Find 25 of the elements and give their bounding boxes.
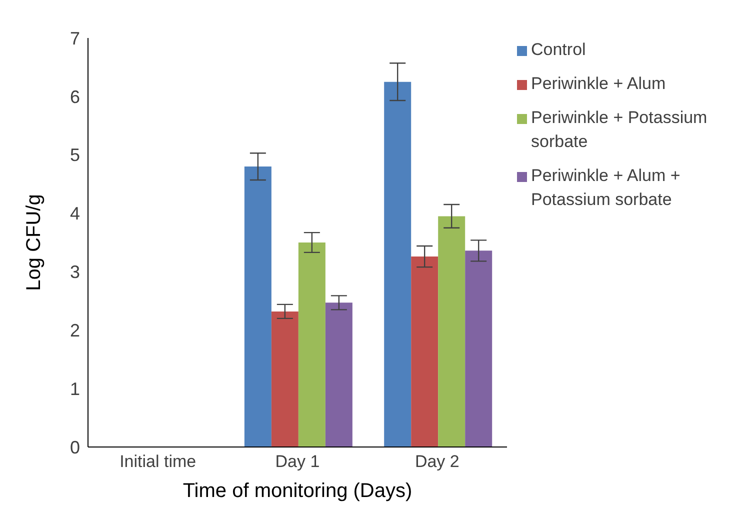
y-tick-label: 6 (70, 86, 80, 107)
x-tick-label: Day 1 (275, 452, 320, 472)
y-tick-label: 1 (70, 378, 80, 399)
y-axis-title: Log CFU/g (23, 194, 46, 291)
x-tick-label: Initial time (120, 452, 196, 472)
legend-label: Control (531, 39, 587, 61)
y-tick-label: 0 (70, 437, 80, 458)
legend-label: Periwinkle + Alum + Potassium sorbate (531, 165, 682, 211)
x-tick-label: Day 2 (414, 452, 460, 472)
bar (244, 166, 272, 447)
y-tick-label: 4 (70, 204, 80, 224)
y-tick-label: 3 (70, 262, 80, 282)
y-tick-label: 5 (70, 145, 80, 166)
x-axis-title: Time of monitoring (Days) (182, 480, 412, 502)
bar (465, 250, 492, 447)
legend-label: Periwinkle + Alum (531, 73, 667, 95)
bar (438, 216, 466, 447)
bar (411, 256, 438, 447)
y-tick-label: 2 (70, 320, 80, 341)
bar (271, 311, 298, 447)
legend-label: Periwinkle + Potassium sorbate (531, 107, 708, 153)
bar (325, 302, 352, 447)
bar (384, 82, 412, 447)
bar (298, 242, 326, 447)
y-tick-label: 7 (70, 28, 80, 48)
